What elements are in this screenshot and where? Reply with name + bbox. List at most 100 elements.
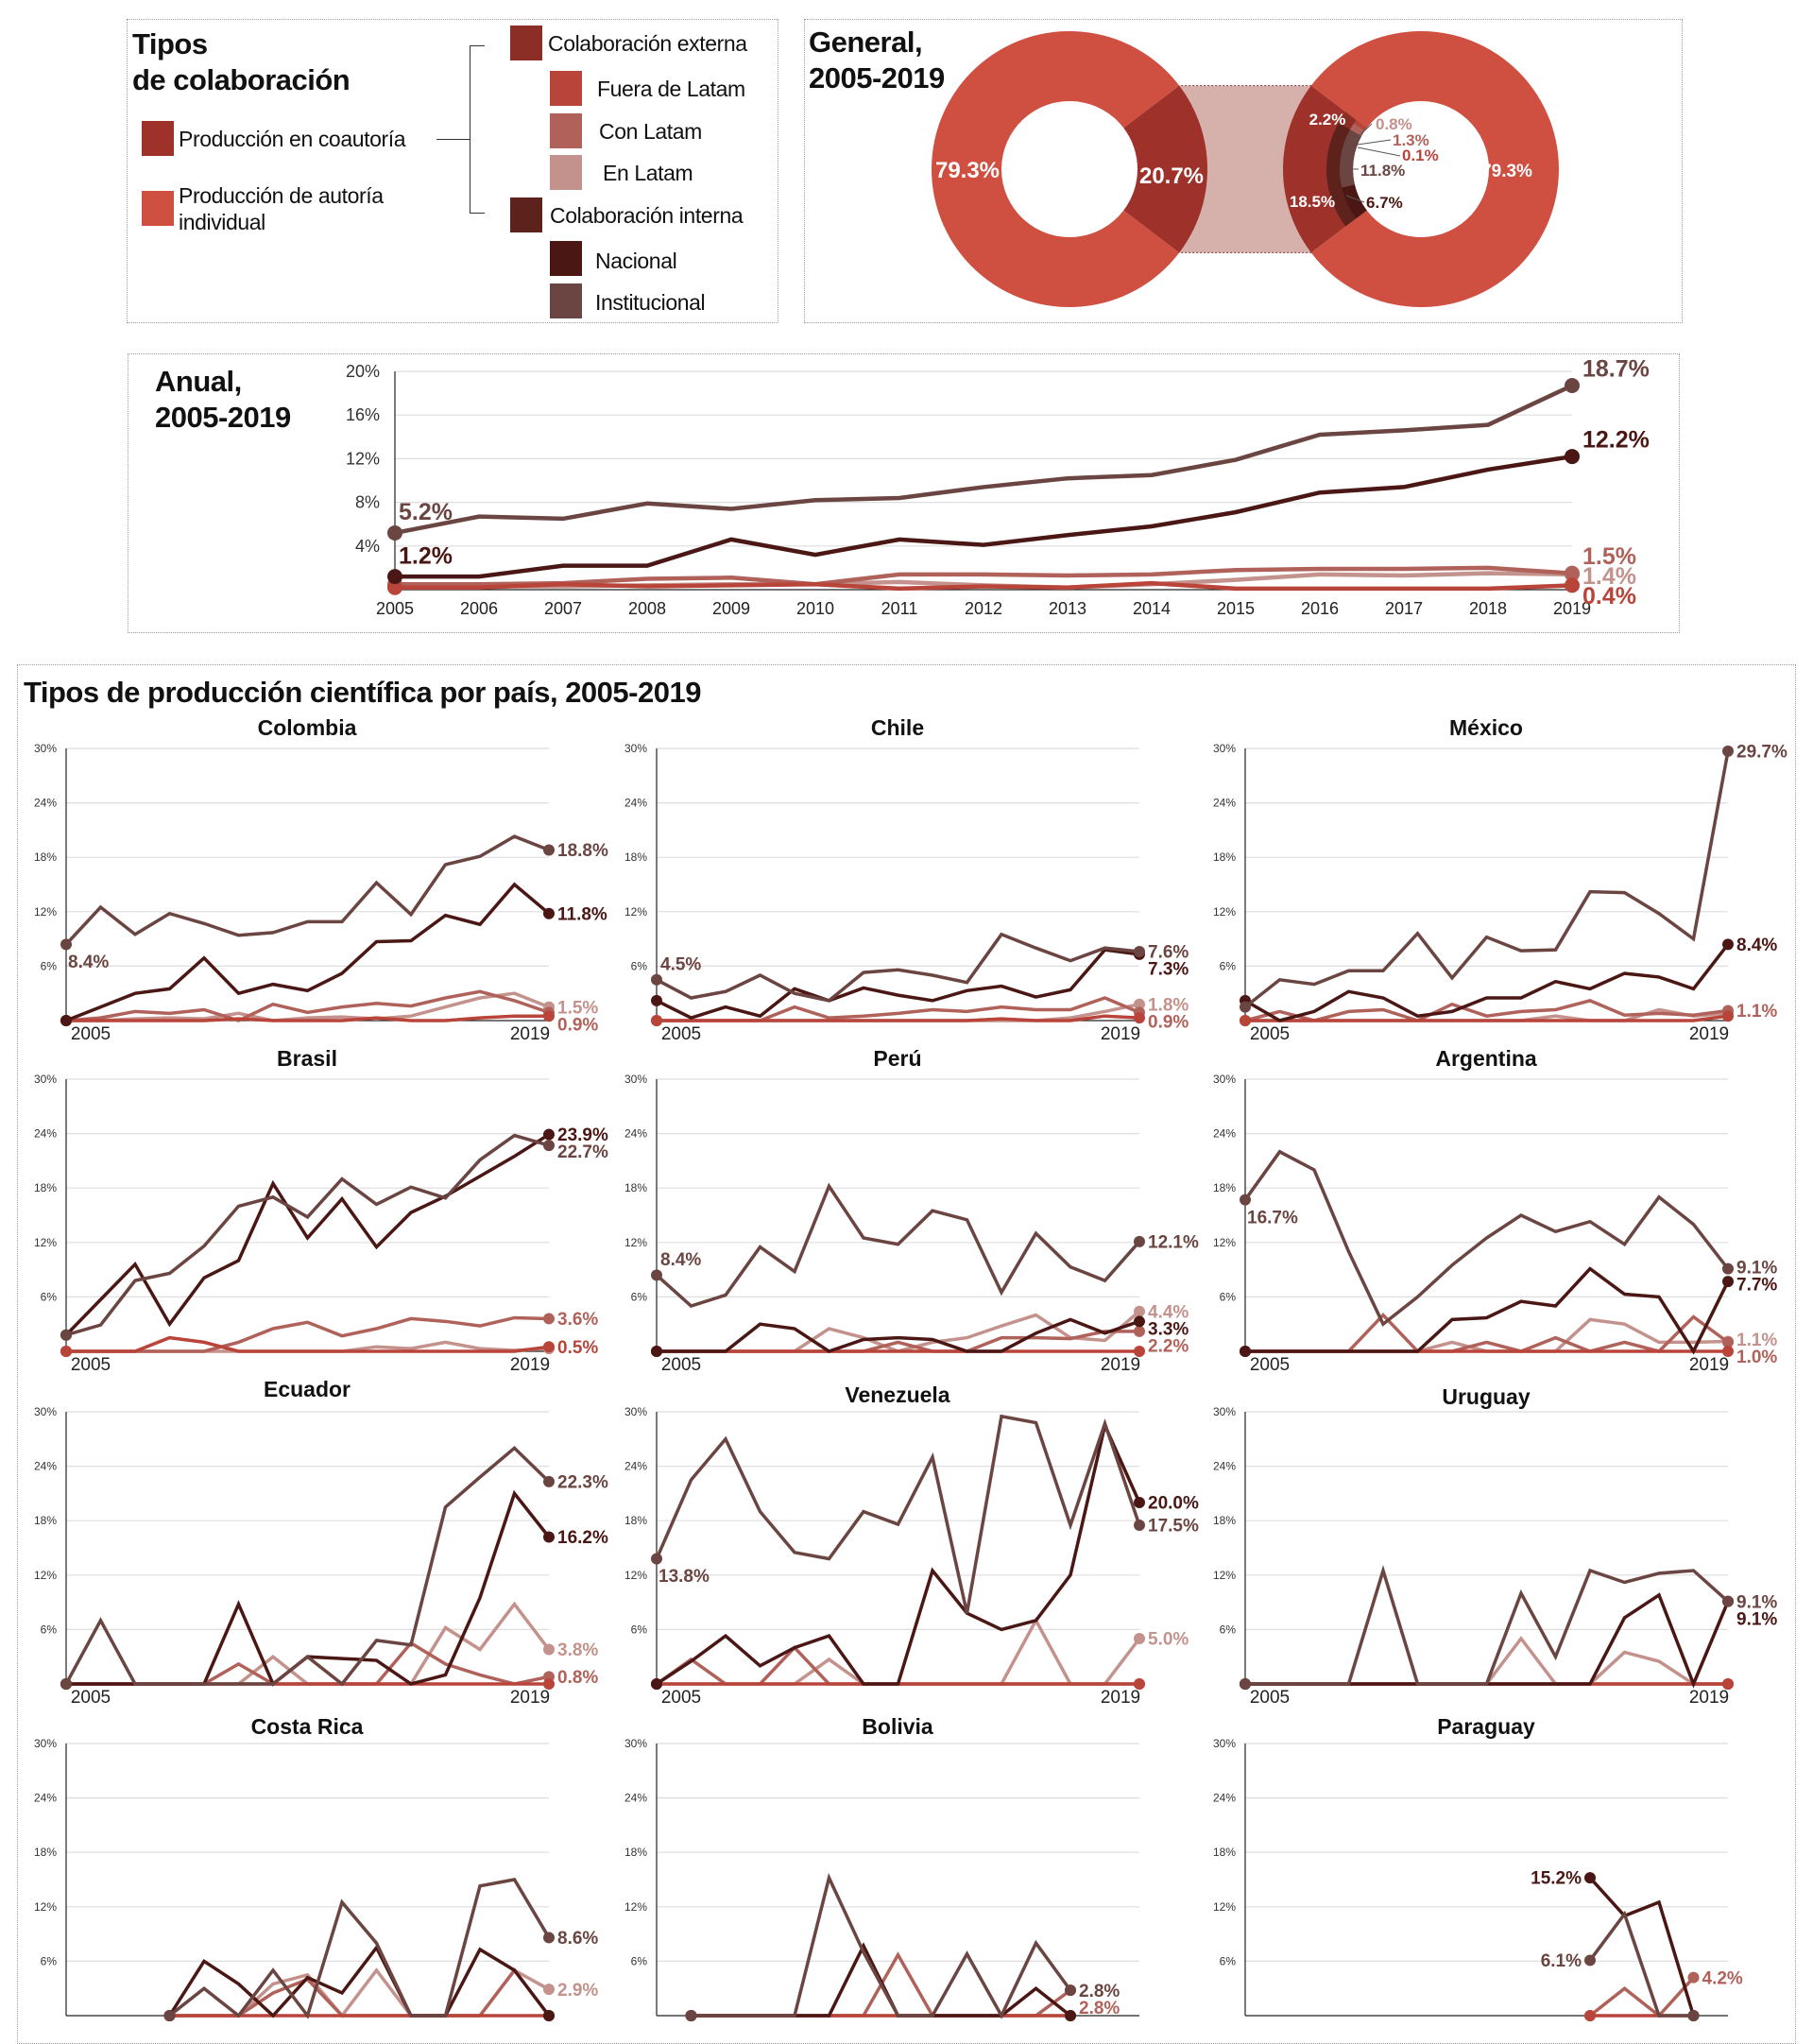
data-label-con: 1.5% [1582,543,1636,570]
series-line-institucional [1243,1149,1730,1327]
donut-left-coautoria-label: 20.7% [1139,163,1204,189]
y-tick-label: 18% [1213,1514,1236,1527]
y-tick-label: 6% [41,959,58,972]
series-endpoint-nacional [1134,1497,1145,1508]
series-endpoint-nacional [651,1346,662,1357]
y-tick-label: 12% [1213,1900,1236,1914]
legend-swatch-en [550,155,582,190]
legend-label-externa: Colaboración externa [548,31,747,56]
data-label-nacional: 1.2% [399,542,453,569]
y-tick-label: 24% [34,1127,57,1141]
series-line-fuera [657,1014,1140,1022]
series-endpoint-institucional [1240,1678,1251,1690]
series-line-fuera [1245,1014,1729,1022]
series-endpoint-en [1134,1633,1145,1644]
series-endpoint-institucional [543,844,555,856]
x-tick-label: 2010 [796,599,834,618]
series-endpoint-institucional [1240,1194,1251,1206]
x-tick-label: 2005 [661,1688,701,1708]
y-tick-label: 20% [346,362,380,381]
series-line-con [1245,1313,1730,1353]
series-endpoint-nacional [1565,449,1580,465]
y-tick-label: 18% [1213,1846,1236,1859]
y-tick-label: 18% [624,1846,647,1859]
data-label-en: 1.4% [1582,563,1636,590]
series-line-en [66,1601,551,1686]
x-tick-label: 2005 [376,599,414,618]
series-line-nacional [656,1419,1141,1686]
series-endpoint-con [1565,565,1580,581]
data-label-nacional: 20.0% [1148,1494,1199,1514]
series-endpoint-nacional [543,907,555,919]
y-tick-label: 6% [1220,1623,1237,1636]
data-label-institucional: 16.7% [1247,1208,1298,1228]
legend-label-fuera: Fuera de Latam [597,77,745,101]
y-tick-label: 12% [1213,905,1236,919]
series-endpoint-fuera [543,1010,555,1022]
y-tick-label: 24% [624,1792,647,1805]
series-endpoint-institucional [1240,1001,1251,1013]
y-tick-label: 12% [346,449,380,468]
y-tick-label: 12% [34,905,57,919]
series-endpoint-institucional [1687,2010,1700,2021]
country-title: Costa Rica [251,1714,364,1739]
legend-swatch-nacional [550,241,582,276]
x-tick-label: 2019 [1101,1024,1140,1044]
x-tick-label: 2011 [881,599,918,618]
y-tick-label: 30% [1213,1073,1236,1086]
y-tick-label: 18% [34,1846,57,1859]
series-endpoint-fuera [1565,577,1580,593]
x-tick-label: 2016 [1301,599,1339,618]
y-tick-label: 30% [34,1073,57,1086]
series-endpoint-fuera [1134,1012,1145,1024]
data-label-con: 0.8% [557,1668,598,1688]
series-line-institucional [1245,1564,1730,1686]
legend-label-coautoria: Producción en coautoría [179,127,406,151]
y-tick-label: 6% [631,1623,648,1636]
country-title: Chile [871,715,924,740]
y-tick-label: 16% [346,405,380,424]
data-label-con: 2.2% [1148,1336,1189,1356]
donut-right-con-label: 1.3% [1393,131,1429,149]
series-endpoint-en [543,1643,555,1656]
data-label-nacional: 7.3% [1148,960,1189,980]
data-label-nacional: 11.8% [557,904,607,924]
legend-swatch-fuera [550,71,582,106]
x-tick-label: 2005 [1250,1688,1290,1708]
series-endpoint-fuera [1722,1010,1734,1022]
y-tick-label: 12% [624,905,647,919]
x-tick-label: 2019 [1101,1688,1140,1708]
series-endpoint-institucional [60,1678,72,1690]
donut-right-interna-label: 18.5% [1290,193,1335,211]
series-line-en [1245,1636,1728,1686]
y-tick-label: 18% [34,1181,57,1194]
data-label-institucional: 2.8% [1079,1982,1120,2001]
series-line-con [395,565,1573,587]
x-tick-label: 2018 [1469,599,1507,618]
x-tick-label: 2005 [661,1024,701,1044]
series-endpoint-nacional [651,994,662,1006]
series-endpoint-institucional [685,2010,697,2021]
x-tick-label: 2013 [1049,599,1086,618]
legend-bracket [436,139,470,140]
series-line-institucional [691,1872,1072,2019]
data-label-en: 1.1% [1736,1331,1777,1350]
country-chart-ecuador: Ecuador 6% 12% 18% 24% 30% 2005 2019 22.3% 16.2% 3… [34,1377,608,1708]
country-section-title: Tipos de producción científica por país,… [24,676,701,709]
series-line-con [65,989,550,1022]
x-tick-label: 2005 [71,1024,111,1044]
legend-label-interna: Colaboración interna [550,203,744,228]
country-chart-argentina: Argentina 6% 12% 18% 24% 30% 2005 2019 16.7% 9.1%… [1213,1046,1777,1375]
data-label-fuera: 0.5% [557,1338,598,1358]
data-label-nacional: 16.2% [557,1528,608,1548]
general-panel [804,19,1683,323]
legend-label-nacional: Nacional [595,249,677,273]
y-tick-label: 6% [41,1954,58,1967]
series-endpoint-institucional [1565,378,1580,394]
series-line-fuera [66,1335,550,1353]
data-label-con: 3.6% [557,1310,598,1330]
y-tick-label: 12% [34,1236,57,1249]
y-tick-label: 30% [624,1737,647,1750]
legend-bracket [470,213,485,214]
